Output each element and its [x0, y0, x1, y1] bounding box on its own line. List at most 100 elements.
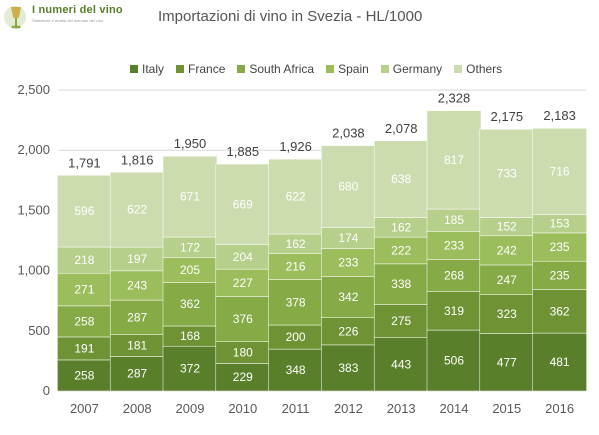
x-tick-label: 2015: [492, 401, 521, 416]
data-label: 669: [233, 197, 253, 211]
y-tick-label: 500: [28, 323, 50, 338]
x-tick-label: 2009: [176, 401, 205, 416]
data-label: 817: [444, 153, 464, 167]
bar-segment: [373, 140, 429, 218]
bar-segment: [373, 263, 429, 305]
legend-swatch: [130, 65, 138, 73]
legend-item: Italy: [130, 62, 164, 76]
data-label: 162: [391, 220, 411, 234]
data-label: 200: [286, 330, 306, 344]
data-label: 229: [233, 370, 253, 384]
data-label: 247: [497, 273, 517, 287]
data-label: 153: [550, 217, 570, 231]
data-label: 216: [286, 260, 306, 274]
total-label: 2,038: [332, 126, 365, 141]
total-label: 1,791: [68, 155, 101, 170]
bar-segment: [109, 270, 165, 301]
x-tick-label: 2011: [282, 401, 310, 416]
bar-segment: [268, 324, 323, 350]
data-label: 258: [74, 368, 94, 382]
bar-segment: [162, 282, 218, 327]
data-label: 271: [74, 283, 94, 297]
bar-segment: [162, 257, 218, 283]
data-label: 275: [391, 314, 411, 328]
chart-title: Importazioni di vino in Svezia - HL/1000: [158, 8, 423, 25]
bar-segment: [426, 110, 482, 210]
y-tick-label: 1,500: [17, 202, 50, 217]
data-label: 342: [338, 290, 358, 304]
data-label: 235: [550, 240, 570, 254]
logo-name: I numeri del vino: [32, 4, 123, 16]
bar-segment: [268, 253, 323, 280]
data-label: 287: [127, 310, 147, 324]
legend-item: South Africa: [237, 62, 314, 76]
data-label: 172: [180, 240, 200, 254]
legend-label: South Africa: [249, 62, 315, 76]
bar-segment: [109, 356, 165, 392]
bar-segment: [162, 345, 218, 392]
legend-label: Spain: [338, 62, 369, 76]
data-label: 481: [550, 355, 570, 369]
data-label: 376: [233, 312, 253, 326]
data-label: 233: [338, 255, 358, 269]
legend-item: Spain: [326, 62, 369, 76]
data-label: 323: [497, 307, 517, 321]
data-label: 319: [444, 304, 464, 318]
legend-label: Germany: [392, 62, 443, 76]
bar-segment: [57, 272, 112, 307]
bar-segment: [532, 289, 587, 334]
total-label: 2,175: [491, 109, 524, 124]
data-label: 383: [338, 361, 358, 375]
bar-segment: [215, 363, 271, 392]
data-label: 671: [180, 190, 200, 204]
data-label: 622: [127, 203, 147, 217]
data-label: 638: [391, 172, 411, 186]
legend-swatch: [326, 65, 335, 73]
logo-tagline: Statistiche e analisi del mercato del vi…: [32, 18, 104, 23]
x-tick-label: 2016: [545, 401, 574, 416]
legend-label: Italy: [142, 62, 165, 76]
legend-swatch: [380, 65, 389, 73]
data-label: 222: [391, 243, 411, 257]
y-tick-label: 2,500: [17, 82, 50, 97]
data-label: 622: [286, 190, 306, 204]
x-tick-label: 2008: [123, 401, 152, 416]
data-label: 258: [74, 314, 94, 328]
bar-segment: [532, 260, 587, 290]
data-label: 506: [444, 354, 464, 368]
bar-segment: [321, 317, 376, 346]
x-tick-label: 2007: [70, 401, 99, 416]
data-label: 362: [180, 297, 200, 311]
legend-swatch: [176, 65, 185, 73]
bar-segment: [479, 129, 535, 218]
data-label: 227: [233, 276, 253, 290]
bar-segment: [268, 279, 323, 326]
logo: I numeri del vino Statistiche e analisi …: [2, 2, 127, 32]
data-label: 185: [444, 213, 464, 227]
data-label: 152: [497, 220, 517, 234]
total-label: 1,926: [279, 139, 312, 154]
bar-segment: [532, 128, 587, 215]
data-label: 378: [286, 295, 306, 309]
bar-segment: [321, 145, 376, 228]
legend-swatch: [237, 65, 246, 73]
data-label: 181: [127, 339, 147, 353]
x-tick-label: 2012: [334, 401, 363, 416]
x-tick-label: 2013: [387, 401, 416, 416]
data-label: 268: [444, 269, 464, 283]
data-label: 180: [233, 346, 253, 360]
data-label: 596: [74, 204, 94, 218]
data-label: 191: [74, 341, 94, 355]
data-label: 243: [127, 278, 147, 292]
bar-segment: [57, 174, 112, 248]
data-label: 372: [180, 362, 200, 376]
data-label: 168: [180, 329, 200, 343]
total-label: 1,950: [174, 136, 207, 151]
y-tick-label: 1,000: [17, 263, 50, 278]
x-tick-label: 2014: [440, 401, 469, 416]
data-label: 205: [180, 263, 200, 277]
bar-segment: [426, 329, 482, 392]
data-label: 218: [74, 253, 94, 267]
data-label: 226: [338, 324, 358, 338]
legend-item: Others: [454, 62, 502, 76]
